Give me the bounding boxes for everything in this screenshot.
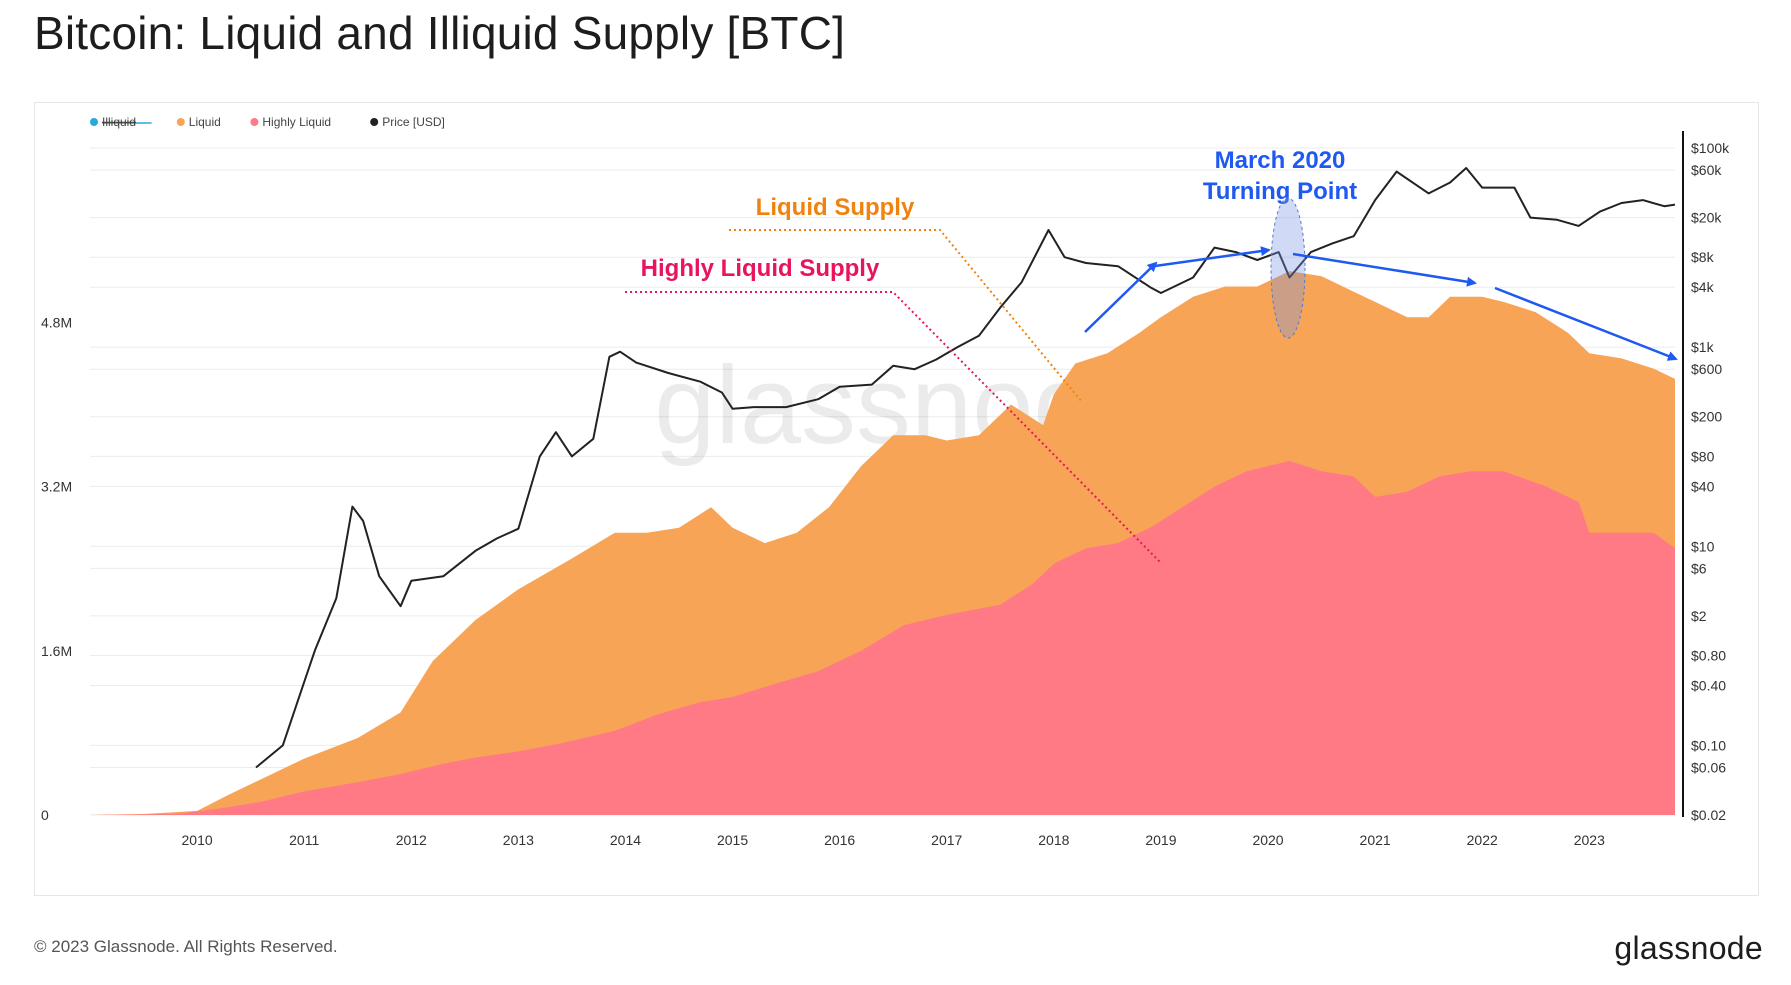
annotations: Liquid Supply Highly Liquid Supply March 2… xyxy=(625,147,1678,563)
y-right-tick-label: $0.02 xyxy=(1691,807,1726,823)
y-right-tick-label: $0.06 xyxy=(1691,759,1726,775)
y-right-tick-label: $20k xyxy=(1691,210,1722,226)
liquid-supply-leader xyxy=(729,229,1083,403)
legend-dot-liquid xyxy=(176,118,185,126)
x-tick-label: 2020 xyxy=(1252,832,1283,848)
x-tick-label: 2023 xyxy=(1574,832,1605,848)
chart-legend: Illiquid Liquid Highly Liquid Price [USD] xyxy=(90,115,445,129)
x-tick-label: 2018 xyxy=(1038,832,1069,848)
y-left-tick-label: 1.6M xyxy=(41,643,72,659)
y-right-tick-label: $8k xyxy=(1691,249,1715,265)
trend-arrow xyxy=(1292,252,1477,287)
legend-label-highly-liquid: Highly Liquid xyxy=(262,115,331,129)
copyright-text: © 2023 Glassnode. All Rights Reserved. xyxy=(34,937,338,956)
y-left-tick-label: 4.8M xyxy=(41,314,72,330)
x-tick-label: 2021 xyxy=(1360,832,1391,848)
legend-dot-price-usd xyxy=(370,118,379,126)
highly-liquid-supply-leader xyxy=(625,291,1161,563)
y-right-tick-label: $0.80 xyxy=(1691,647,1726,663)
highly-liquid-area xyxy=(90,461,1675,815)
x-tick-label: 2016 xyxy=(824,832,855,848)
legend-label-price-usd: Price [USD] xyxy=(382,115,445,129)
x-tick-label: 2019 xyxy=(1145,832,1176,848)
y-right-tick-label: $80 xyxy=(1691,448,1715,464)
y-right-tick-label: $60k xyxy=(1691,162,1722,178)
page-title: Bitcoin: Liquid and Illiquid Supply [BTC… xyxy=(34,7,846,59)
x-tick-label: 2013 xyxy=(503,832,534,848)
y-right-tick-label: $2 xyxy=(1691,608,1707,624)
turning-point-highlight xyxy=(1270,197,1306,339)
highly-liquid-supply-label: Highly Liquid Supply xyxy=(641,255,880,282)
x-tick-label: 2022 xyxy=(1467,832,1498,848)
y-right-tick-label: $200 xyxy=(1691,409,1722,425)
chart-axes: 2010 2011 2012 2013 2014 2015 2016 2017 2018 2019… xyxy=(41,131,1730,848)
y-right-tick-label: $10 xyxy=(1691,538,1715,554)
brand-logo: glassnode xyxy=(1614,930,1763,966)
legend-dot-highly-liquid xyxy=(250,118,259,126)
turning-point-label-line1: March 2020 xyxy=(1215,147,1346,174)
price-series xyxy=(255,167,1676,769)
trend-arrow xyxy=(1494,286,1678,361)
area-series xyxy=(90,271,1675,816)
y-right-tick-label: $600 xyxy=(1691,361,1722,377)
y-left-tick-label: 0 xyxy=(41,807,49,823)
x-tick-label: 2011 xyxy=(289,832,319,848)
y-left-tick-label: 3.2M xyxy=(41,479,72,495)
legend-label-liquid: Liquid xyxy=(189,115,221,129)
y-right-tick-label: $4k xyxy=(1691,279,1715,295)
y-right-tick-label: $1k xyxy=(1691,339,1715,355)
legend-label-illiquid: Illiquid xyxy=(102,115,136,129)
liquid-supply-label: Liquid Supply xyxy=(756,194,915,221)
x-tick-label: 2010 xyxy=(182,832,213,848)
price-line xyxy=(255,167,1676,769)
legend-dot-illiquid xyxy=(90,118,98,126)
y-right-tick-label: $100k xyxy=(1691,140,1730,156)
x-tick-label: 2017 xyxy=(931,832,962,848)
supply-chart: Illiquid Liquid Highly Liquid Price [USD] g… xyxy=(41,115,1730,848)
trend-arrow xyxy=(1154,246,1271,268)
y-right-tick-label: $0.10 xyxy=(1691,737,1726,753)
x-tick-label: 2015 xyxy=(717,832,748,848)
y-right-tick-label: $6 xyxy=(1691,560,1707,576)
turning-point-label-line2: Turning Point xyxy=(1203,178,1357,205)
chart-frame: Illiquid Liquid Highly Liquid Price [USD] g… xyxy=(34,102,1759,896)
trend-arrow xyxy=(1084,261,1158,333)
y-right-tick-label: $0.40 xyxy=(1691,677,1726,693)
x-tick-label: 2014 xyxy=(610,832,641,848)
x-tick-label: 2012 xyxy=(396,832,427,848)
y-right-tick-label: $40 xyxy=(1691,478,1715,494)
